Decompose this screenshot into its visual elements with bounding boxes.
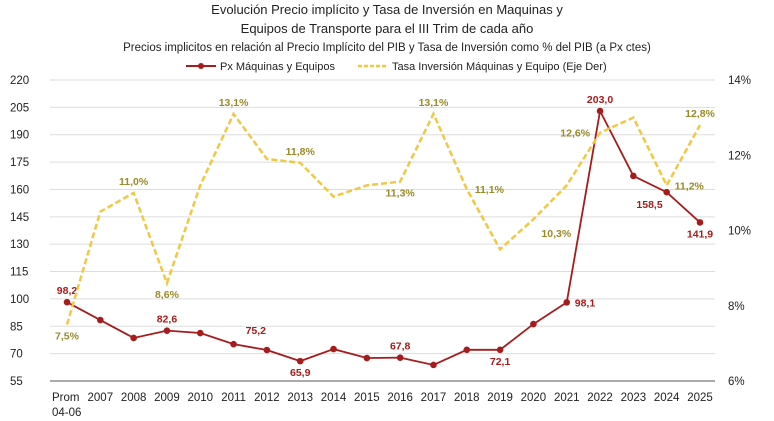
y-left-tick-label: 130	[10, 239, 29, 251]
y-right-tick-label: 10%	[728, 226, 751, 238]
data-point-px	[696, 219, 704, 226]
x-tick-label: 2020	[521, 392, 547, 404]
legend-label-px: Px Máquinas y Equipos	[220, 61, 335, 73]
x-tick-label: Prom	[52, 392, 79, 404]
chart-title-line2: Equipos de Transporte para el III Trim d…	[241, 21, 534, 36]
chart-title-line1: Evolución Precio implícito y Tasa de Inv…	[211, 2, 563, 17]
x-tick-label: 2022	[587, 392, 613, 404]
data-label-px: 72,1	[490, 356, 511, 368]
y-left-tick-label: 160	[10, 184, 29, 196]
data-point-px	[263, 346, 271, 354]
data-point-px	[630, 172, 637, 180]
data-label-px: 82,6	[157, 314, 178, 326]
data-label-tasa: 13,1%	[419, 97, 449, 109]
chart-subtitle: Precios implicitos en relación al Precio…	[123, 42, 651, 54]
x-tick-label: 2013	[287, 392, 313, 404]
y-left-tick-label: 100	[10, 294, 29, 306]
data-label-tasa: 13,1%	[219, 97, 249, 109]
data-label-tasa: 10,3%	[541, 228, 571, 240]
y-left-tick-label: 55	[10, 376, 23, 388]
data-point-px	[496, 346, 504, 354]
x-tick-label: 2023	[621, 392, 647, 404]
y-left-tick-label: 175	[10, 157, 29, 169]
x-tick-label: 2016	[387, 392, 413, 404]
x-tick-label: 2008	[121, 392, 147, 404]
x-tick-label: 2015	[354, 392, 380, 404]
data-point-px	[163, 327, 171, 334]
data-label-tasa: 11,2%	[675, 180, 705, 192]
y-left-tick-label: 190	[10, 130, 29, 142]
x-tick-label: 2011	[221, 392, 246, 404]
data-point-px	[430, 361, 437, 369]
x-tick-label: 2007	[88, 392, 114, 404]
data-point-px	[530, 320, 537, 328]
x-tick-label: 04-06	[52, 407, 81, 419]
data-point-px	[396, 354, 404, 361]
data-point-px	[330, 345, 337, 353]
y-left-tick-label: 85	[10, 321, 23, 333]
data-point-px	[663, 188, 670, 196]
data-label-px: 203,0	[587, 94, 613, 106]
data-point-px	[363, 354, 371, 362]
x-tick-label: 2024	[654, 392, 680, 404]
y-left-tick-label: 205	[10, 102, 29, 114]
y-left-tick-label: 70	[10, 349, 23, 361]
data-label-px: 65,9	[290, 367, 311, 379]
data-label-tasa: 11,3%	[386, 188, 416, 200]
data-point-px	[63, 298, 71, 306]
y-right-tick-label: 12%	[728, 150, 751, 162]
x-tick-label: 2018	[454, 392, 480, 404]
data-label-tasa: 11,8%	[286, 146, 316, 158]
data-label-tasa: 7,5%	[55, 331, 80, 343]
series-line-tasa	[65, 110, 702, 325]
data-label-px: 67,8	[390, 341, 411, 353]
y-right-tick-label: 6%	[728, 376, 745, 388]
y-left-tick-label: 145	[10, 212, 29, 224]
x-tick-label: 2014	[321, 392, 347, 404]
y-right-tick-label: 14%	[728, 75, 751, 87]
data-label-px: 75,2	[246, 325, 267, 337]
data-label-tasa: 8,6%	[155, 289, 180, 301]
data-label-px: 141,9	[687, 228, 713, 240]
x-tick-label: 2010	[187, 392, 213, 404]
data-label-px: 98,2	[57, 285, 78, 297]
legend-marker-px	[198, 63, 204, 69]
data-point-px	[230, 340, 237, 348]
data-label-tasa: 11,0%	[119, 176, 149, 188]
data-label-px: 158,5	[636, 199, 662, 211]
legend-label-tasa: Tasa Inversión Máquinas y Equipo (Eje De…	[392, 61, 607, 73]
x-tick-label: 2019	[487, 392, 513, 404]
data-label-tasa: 12,8%	[685, 108, 715, 120]
data-point-px	[563, 299, 571, 306]
x-tick-label: 2021	[554, 392, 580, 404]
data-point-px	[463, 346, 471, 354]
series-line-px	[66, 108, 701, 366]
data-point-px	[130, 334, 137, 342]
x-tick-label: 2009	[154, 392, 180, 404]
y-left-tick-label: 115	[10, 267, 28, 279]
x-tick-label: 2017	[421, 392, 447, 404]
x-tick-label: 2012	[254, 392, 280, 404]
data-label-tasa: 11,1%	[475, 184, 505, 196]
data-point-px	[596, 107, 604, 115]
data-point-px	[196, 329, 204, 337]
data-label-tasa: 12,6%	[560, 128, 590, 140]
x-tick-label: 2025	[687, 392, 713, 404]
data-point-px	[97, 316, 104, 324]
y-right-tick-label: 8%	[728, 301, 745, 313]
data-label-px: 98,1	[575, 297, 596, 309]
y-left-tick-label: 220	[10, 75, 29, 87]
data-point-px	[296, 357, 304, 365]
